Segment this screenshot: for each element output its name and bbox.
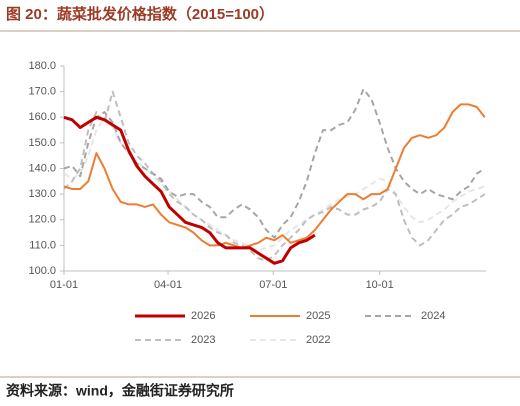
- x-tick-label: 04-01: [154, 279, 182, 291]
- series-line: [63, 115, 316, 265]
- y-tick-label: 170.0: [28, 86, 56, 98]
- y-tick-label: 130.0: [28, 188, 56, 200]
- y-tick-label: 140.0: [28, 162, 56, 174]
- y-tick-label: 160.0: [28, 111, 56, 123]
- x-tick-label: 10-01: [366, 279, 394, 291]
- y-tick-label: 100.0: [28, 265, 56, 277]
- x-tick-label: 01-01: [50, 279, 78, 291]
- series-line: [63, 116, 486, 252]
- y-tick-label: 180.0: [28, 60, 56, 72]
- series-line: [63, 88, 486, 239]
- legend-label: 2023: [191, 334, 215, 346]
- chart-title: 图 20：蔬菜批发价格指数（2015=100）: [6, 5, 274, 23]
- legend-label: 2026: [191, 310, 215, 322]
- y-tick-label: 150.0: [28, 137, 56, 149]
- legend-label: 2025: [306, 310, 330, 322]
- x-tick-label: 07-01: [259, 279, 287, 291]
- source: 资料来源：wind，金融街证券研究所: [6, 383, 234, 399]
- series-line: [63, 103, 486, 249]
- series-line: [63, 90, 486, 262]
- y-tick-label: 110.0: [29, 239, 56, 251]
- y-tick-label: 120.0: [28, 214, 56, 226]
- legend-label: 2024: [421, 310, 445, 322]
- legend-label: 2022: [306, 334, 330, 346]
